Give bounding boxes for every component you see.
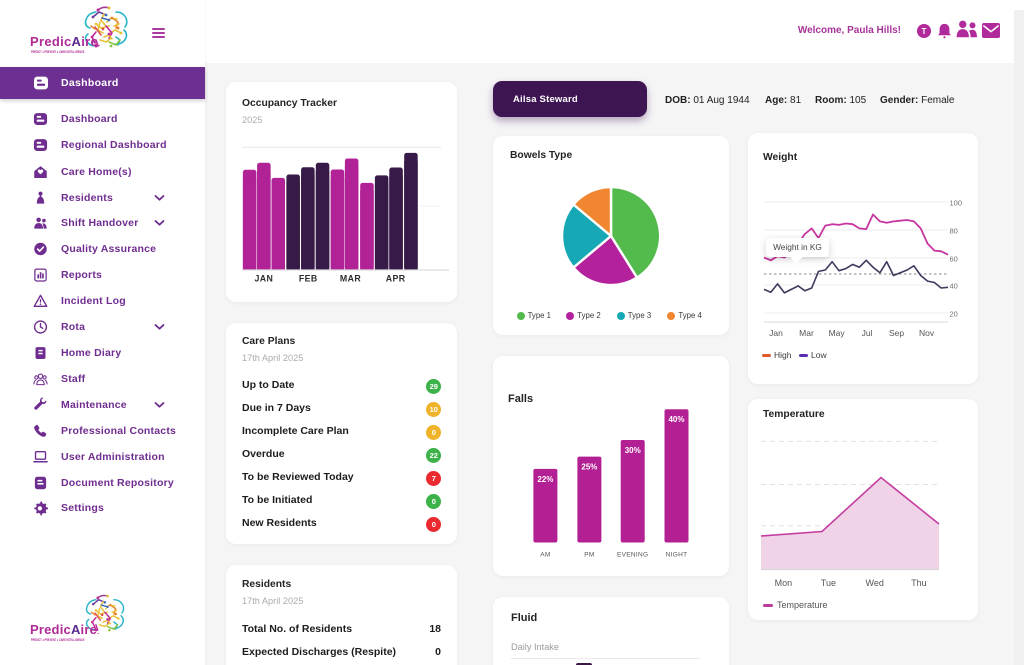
svg-text:Nov: Nov <box>919 328 935 338</box>
svg-text:MAR: MAR <box>340 274 361 284</box>
svg-text:Wed: Wed <box>866 578 884 588</box>
svg-text:Mon: Mon <box>775 578 793 588</box>
svg-text:25%: 25% <box>581 463 597 472</box>
svg-text:NIGHT: NIGHT <box>666 552 688 559</box>
svg-text:PM: PM <box>584 552 594 559</box>
svg-text:Jul: Jul <box>862 328 873 338</box>
svg-text:Thu: Thu <box>911 578 927 588</box>
svg-text:T: T <box>922 27 927 36</box>
svg-text:Jan: Jan <box>769 328 783 338</box>
svg-text:May: May <box>829 328 846 338</box>
svg-text:80: 80 <box>950 227 958 236</box>
svg-text:22%: 22% <box>537 475 553 484</box>
svg-text:40: 40 <box>950 282 958 291</box>
svg-text:100: 100 <box>950 199 963 208</box>
svg-text:20: 20 <box>950 310 958 319</box>
svg-text:Tue: Tue <box>821 578 836 588</box>
svg-text:EVENING: EVENING <box>617 552 648 559</box>
svg-text:60: 60 <box>950 255 958 264</box>
svg-text:FEB: FEB <box>299 274 318 284</box>
svg-text:JAN: JAN <box>254 274 273 284</box>
svg-text:AM: AM <box>540 552 550 559</box>
svg-text:Sep: Sep <box>889 328 904 338</box>
svg-text:Mar: Mar <box>799 328 814 338</box>
svg-text:APR: APR <box>386 274 406 284</box>
svg-text:40%: 40% <box>668 415 684 424</box>
svg-text:30%: 30% <box>625 446 641 455</box>
